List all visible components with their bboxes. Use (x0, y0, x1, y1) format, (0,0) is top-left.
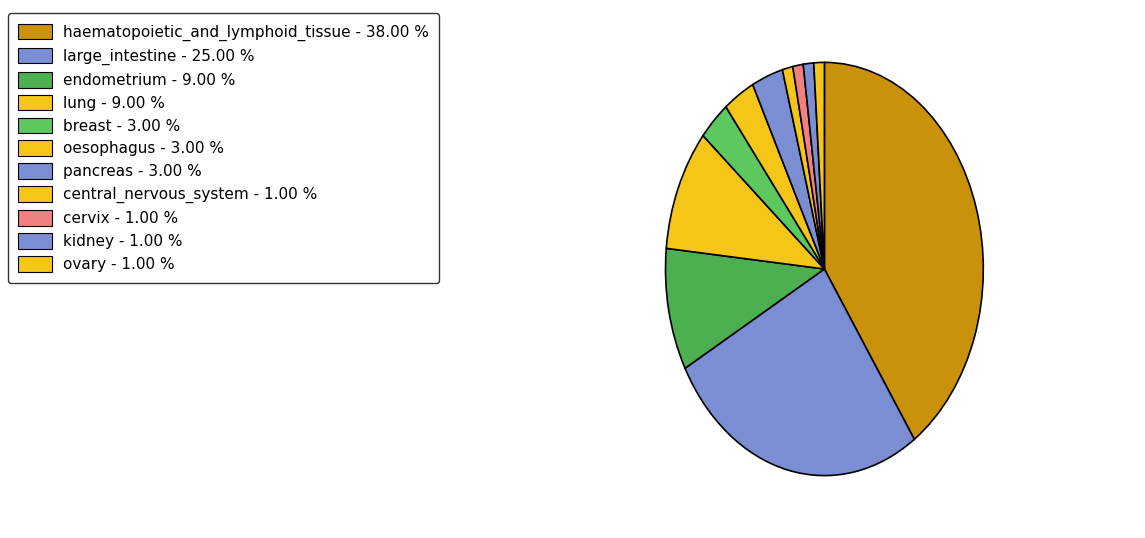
Wedge shape (685, 269, 915, 476)
Wedge shape (824, 62, 984, 440)
Wedge shape (665, 249, 824, 369)
Wedge shape (804, 63, 824, 269)
Wedge shape (792, 64, 824, 269)
Wedge shape (814, 62, 824, 269)
Wedge shape (752, 70, 824, 269)
Legend: haematopoietic_and_lymphoid_tissue - 38.00 %, large_intestine - 25.00 %, endomet: haematopoietic_and_lymphoid_tissue - 38.… (8, 13, 440, 282)
Wedge shape (782, 67, 824, 269)
Wedge shape (666, 136, 824, 269)
Wedge shape (726, 84, 824, 269)
Wedge shape (703, 107, 824, 269)
